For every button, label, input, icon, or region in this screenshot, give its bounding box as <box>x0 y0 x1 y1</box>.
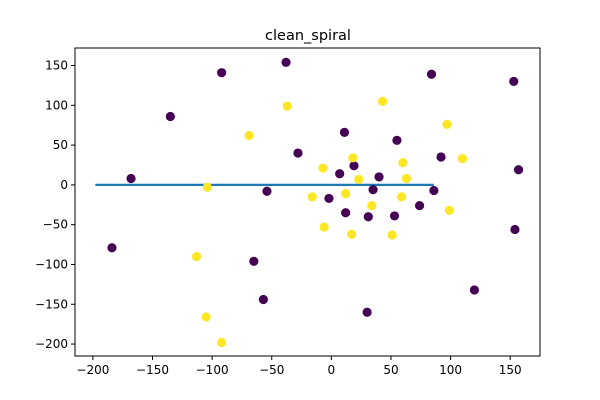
plot-area <box>95 57 524 348</box>
data-point-class-0 <box>126 173 136 184</box>
data-point-class-0 <box>368 185 378 195</box>
data-point-class-0 <box>339 127 350 137</box>
data-point-class-0 <box>436 152 446 162</box>
data-point-class-0 <box>107 243 117 253</box>
x-tick-label: −50 <box>259 363 284 377</box>
data-point-class-1 <box>387 230 397 240</box>
data-point-class-1 <box>341 189 351 199</box>
y-tick-label: −100 <box>35 257 68 271</box>
x-tick-label: 50 <box>383 363 398 377</box>
data-point-class-1 <box>397 192 407 202</box>
y-tick-label: 0 <box>60 178 68 192</box>
data-point-class-0 <box>165 111 175 122</box>
data-point-class-1 <box>282 101 292 111</box>
data-point-class-1 <box>192 251 202 262</box>
data-point-class-1 <box>457 154 468 164</box>
data-point-class-1 <box>354 174 364 184</box>
data-point-class-0 <box>335 169 345 179</box>
data-point-class-1 <box>444 205 454 215</box>
data-point-class-0 <box>374 172 384 182</box>
y-tick-label: −150 <box>35 297 68 311</box>
chart-title: clean_spiral <box>265 28 351 44</box>
data-point-class-1 <box>378 96 388 106</box>
y-tick-label: 150 <box>45 59 68 73</box>
data-point-class-0 <box>510 224 520 235</box>
data-point-class-0 <box>362 307 372 317</box>
data-point-class-1 <box>367 200 377 211</box>
axes-frame <box>74 47 541 357</box>
x-tick-label: 100 <box>439 363 462 377</box>
data-point-class-1 <box>398 158 408 168</box>
x-tick-label: 0 <box>328 363 336 377</box>
data-point-class-0 <box>414 200 425 211</box>
data-point-class-0 <box>469 285 480 295</box>
data-point-class-0 <box>324 193 334 204</box>
x-tick-label: −100 <box>196 363 229 377</box>
data-point-class-1 <box>318 163 328 173</box>
data-point-class-0 <box>341 208 351 218</box>
data-point-class-0 <box>262 186 272 196</box>
data-point-class-0 <box>389 211 400 221</box>
x-tick-label: −150 <box>136 363 169 377</box>
data-point-class-1 <box>201 312 211 322</box>
data-point-class-1 <box>348 153 358 163</box>
data-point-class-0 <box>363 212 373 222</box>
data-point-class-0 <box>293 148 303 158</box>
data-point-class-1 <box>401 173 412 184</box>
x-tick-label: 150 <box>499 363 522 377</box>
data-point-class-1 <box>217 337 227 348</box>
data-point-class-0 <box>426 69 437 79</box>
data-point-class-1 <box>244 130 254 141</box>
data-point-class-0 <box>513 165 524 175</box>
data-point-class-0 <box>217 68 227 78</box>
data-point-class-0 <box>258 294 268 305</box>
data-point-class-1 <box>347 229 357 239</box>
data-point-class-1 <box>202 182 212 192</box>
axes: −200 −150 −100 −50 0 50 100 150 −200 −150 −100 −50 0… <box>35 47 541 377</box>
y-tick-label: 50 <box>53 138 68 152</box>
data-point-class-0 <box>281 57 291 67</box>
data-point-class-1 <box>307 192 317 202</box>
data-point-class-0 <box>349 161 359 171</box>
x-tick-label: −200 <box>76 363 109 377</box>
y-tick-label: −200 <box>35 337 68 351</box>
data-point-class-0 <box>249 256 259 266</box>
y-tick-label: −50 <box>43 218 68 232</box>
y-tick-label: 100 <box>45 98 68 112</box>
data-point-class-0 <box>509 76 519 87</box>
data-point-class-1 <box>319 222 329 232</box>
data-point-class-0 <box>392 135 402 145</box>
data-point-class-0 <box>429 185 439 196</box>
data-point-class-1 <box>442 119 452 130</box>
